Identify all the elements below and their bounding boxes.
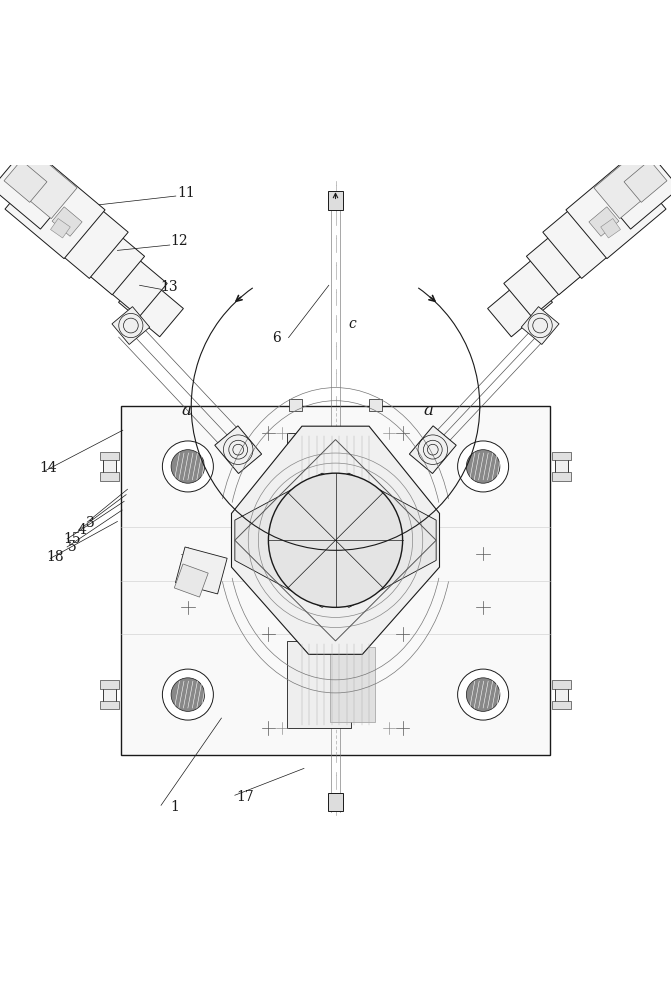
Polygon shape — [64, 215, 144, 295]
Polygon shape — [100, 680, 119, 689]
Polygon shape — [589, 207, 619, 236]
Polygon shape — [328, 191, 343, 210]
Circle shape — [458, 441, 509, 492]
Text: a: a — [423, 402, 433, 419]
Text: 15: 15 — [64, 532, 81, 546]
Circle shape — [171, 450, 205, 483]
Polygon shape — [10, 153, 77, 219]
Polygon shape — [543, 185, 638, 278]
Polygon shape — [504, 240, 583, 317]
Polygon shape — [174, 564, 208, 597]
Text: 5: 5 — [68, 540, 77, 554]
Circle shape — [466, 678, 500, 711]
Polygon shape — [175, 547, 227, 594]
Text: a: a — [182, 402, 191, 419]
Polygon shape — [0, 150, 72, 229]
Polygon shape — [527, 215, 607, 295]
Circle shape — [162, 669, 213, 720]
Polygon shape — [100, 701, 119, 709]
Polygon shape — [5, 160, 105, 259]
Polygon shape — [328, 793, 343, 811]
Polygon shape — [289, 399, 302, 411]
Text: 1: 1 — [170, 800, 179, 814]
Polygon shape — [52, 207, 82, 236]
Text: 18: 18 — [46, 550, 64, 564]
Circle shape — [162, 441, 213, 492]
Polygon shape — [594, 153, 661, 219]
Polygon shape — [287, 641, 350, 728]
Polygon shape — [330, 647, 374, 722]
Circle shape — [171, 678, 205, 711]
Polygon shape — [103, 453, 116, 480]
Polygon shape — [369, 399, 382, 411]
Polygon shape — [322, 473, 436, 607]
Polygon shape — [50, 219, 70, 238]
Polygon shape — [521, 307, 559, 344]
Polygon shape — [88, 240, 167, 317]
Text: 6: 6 — [272, 331, 281, 345]
Polygon shape — [552, 472, 571, 481]
Polygon shape — [409, 426, 456, 474]
Text: 13: 13 — [160, 280, 178, 294]
Text: c: c — [348, 317, 356, 331]
Text: 4: 4 — [77, 523, 87, 537]
Text: 17: 17 — [236, 790, 254, 804]
Polygon shape — [231, 426, 440, 654]
Text: 11: 11 — [178, 186, 195, 200]
Polygon shape — [552, 452, 571, 460]
Text: 3: 3 — [86, 516, 95, 530]
Polygon shape — [552, 701, 571, 709]
Polygon shape — [235, 473, 349, 607]
Text: 14: 14 — [40, 461, 57, 475]
Polygon shape — [215, 426, 262, 474]
Polygon shape — [555, 453, 568, 480]
Circle shape — [466, 450, 500, 483]
Polygon shape — [4, 160, 47, 202]
Polygon shape — [488, 274, 552, 337]
Polygon shape — [624, 160, 667, 202]
Polygon shape — [552, 680, 571, 689]
Polygon shape — [555, 681, 568, 708]
Polygon shape — [33, 185, 128, 278]
Polygon shape — [330, 439, 374, 514]
Polygon shape — [121, 406, 550, 755]
Polygon shape — [112, 307, 150, 344]
Polygon shape — [100, 472, 119, 481]
Polygon shape — [119, 274, 183, 337]
Polygon shape — [100, 452, 119, 460]
Polygon shape — [103, 681, 116, 708]
Circle shape — [458, 669, 509, 720]
Circle shape — [268, 473, 403, 607]
Polygon shape — [601, 219, 621, 238]
Polygon shape — [599, 150, 671, 229]
Polygon shape — [566, 160, 666, 259]
Polygon shape — [287, 433, 350, 520]
Text: 12: 12 — [170, 234, 188, 248]
